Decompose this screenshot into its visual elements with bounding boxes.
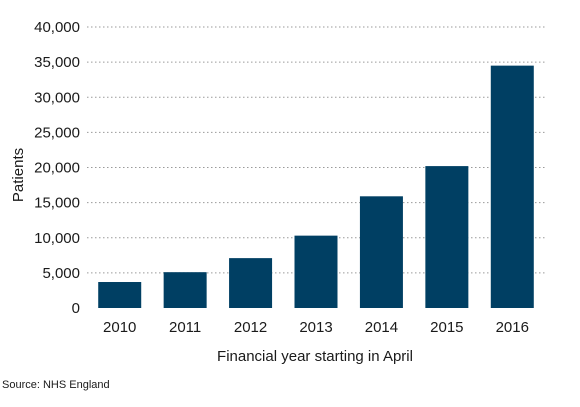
x-tick-label: 2010 xyxy=(103,319,136,336)
bars xyxy=(98,65,534,308)
bar-2011 xyxy=(163,272,207,308)
x-tick-label: 2012 xyxy=(234,319,267,336)
y-tick-label: 5,000 xyxy=(42,265,80,282)
bar-2015 xyxy=(425,166,469,308)
x-tick-label: 2015 xyxy=(430,319,463,336)
x-tick-label: 2011 xyxy=(169,319,201,336)
x-axis-ticks: 2010 2011 2012 2013 2014 2015 2016 xyxy=(103,319,529,336)
y-tick-label: 15,000 xyxy=(34,195,80,212)
y-axis-title: Patients xyxy=(10,148,27,202)
bar-2014 xyxy=(359,196,403,308)
x-tick-label: 2016 xyxy=(496,319,529,336)
y-tick-label: 30,000 xyxy=(34,89,80,106)
source-note: Source: NHS England xyxy=(2,379,110,391)
y-tick-label: 0 xyxy=(72,300,80,317)
y-axis-ticks: 0 5,000 10,000 15,000 20,000 25,000 30,000 35,0… xyxy=(34,19,80,317)
x-tick-label: 2014 xyxy=(365,319,398,336)
y-tick-label: 20,000 xyxy=(34,160,80,177)
bar-2010 xyxy=(98,282,142,308)
bar-2016 xyxy=(490,65,534,308)
y-tick-label: 35,000 xyxy=(34,54,80,71)
y-tick-label: 40,000 xyxy=(34,19,80,36)
x-tick-label: 2013 xyxy=(299,319,332,336)
bar-2012 xyxy=(229,258,273,308)
x-axis-title: Financial year starting in April xyxy=(217,348,413,365)
y-tick-label: 25,000 xyxy=(34,124,80,141)
y-tick-label: 10,000 xyxy=(34,230,80,247)
bar-2013 xyxy=(294,235,338,308)
